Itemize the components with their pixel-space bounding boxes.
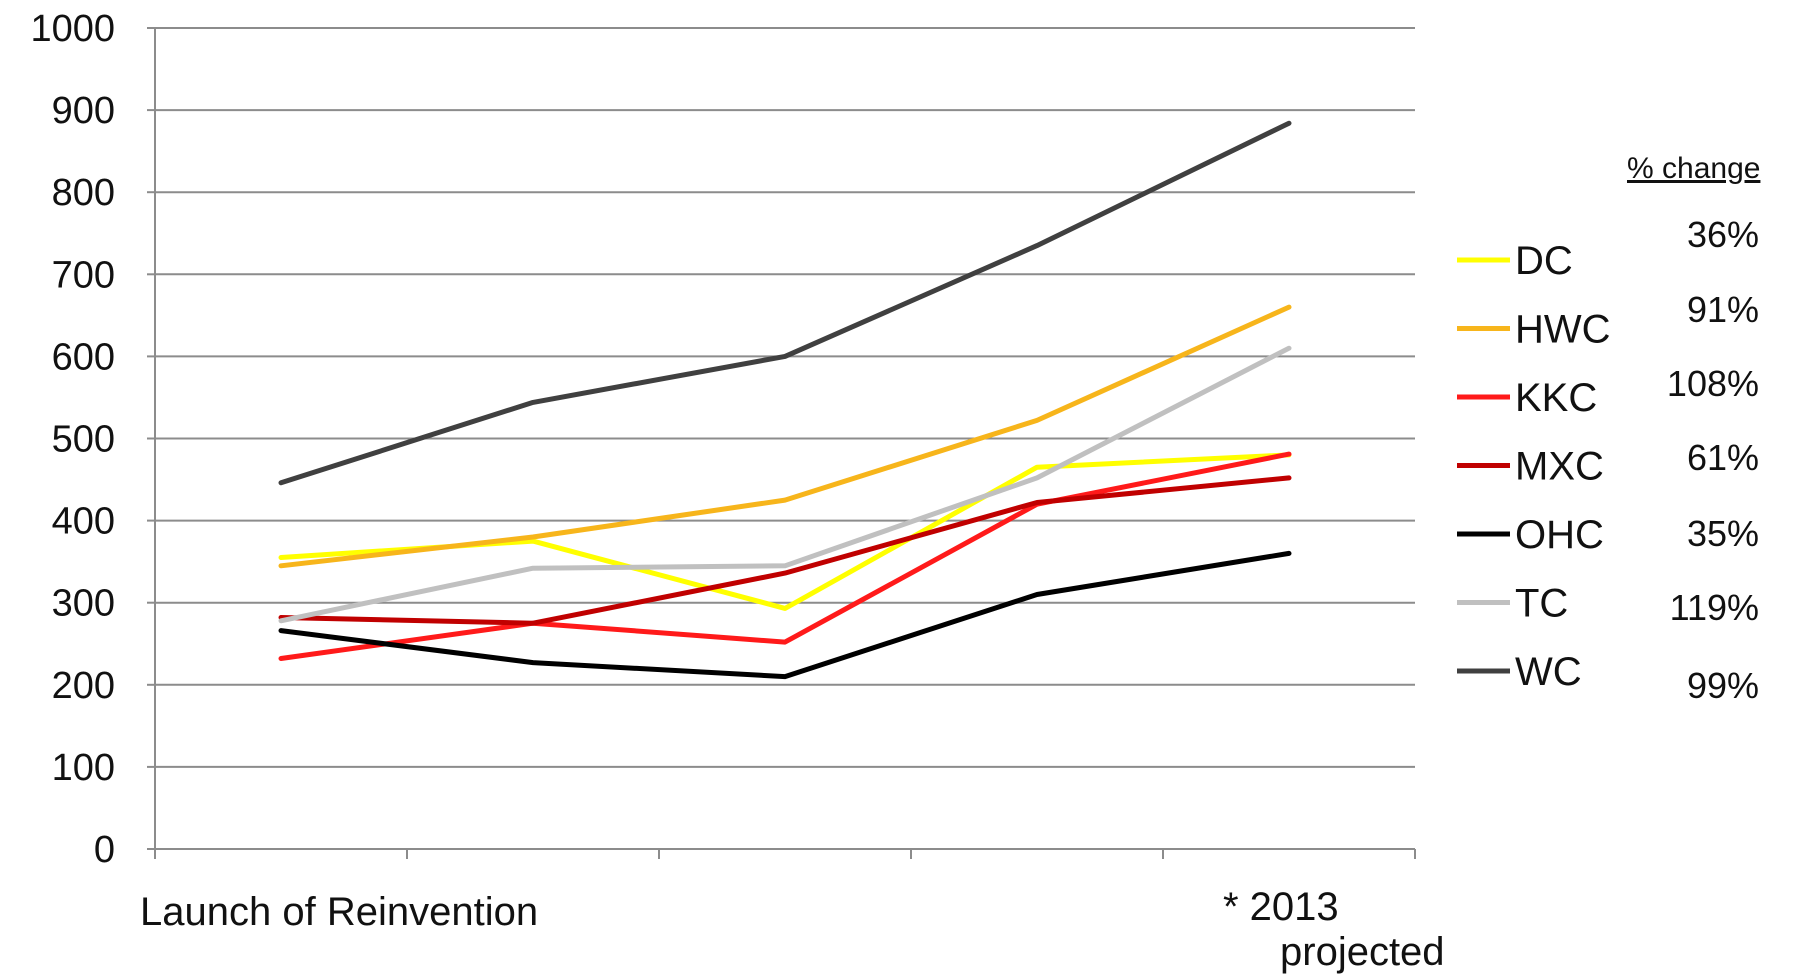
legend-label-hwc: HWC: [1515, 308, 1611, 352]
percent-change-kkc: 108%: [1667, 363, 1759, 404]
y-tick-label: 500: [52, 419, 115, 461]
legend-label-mxc: MXC: [1515, 445, 1604, 489]
axes: [147, 27, 1416, 859]
series-line-kkc: [278, 451, 1292, 661]
y-tick-label: 600: [52, 336, 115, 378]
y-tick-label: 800: [52, 172, 115, 214]
legend-label-ohc: OHC: [1515, 513, 1604, 557]
y-tick-label: 200: [52, 665, 115, 707]
gridlines: [155, 27, 1415, 768]
y-tick-label: 1000: [30, 8, 115, 50]
x-axis-labels: Launch of Reinvention * 2013 projected: [140, 885, 1445, 974]
percent-change-hwc: 91%: [1687, 289, 1759, 330]
y-tick-label: 400: [52, 501, 115, 543]
x-label-end-line2: projected: [1280, 930, 1445, 974]
y-tick-label: 0: [94, 829, 115, 871]
series-line-wc: [278, 120, 1292, 486]
series-lines: [278, 120, 1292, 680]
series-line-ohc: [278, 550, 1292, 680]
percent-change-column: % change 36% 91% 108% 61% 35% 119% 99%: [1627, 152, 1760, 706]
legend-label-kkc: KKC: [1515, 376, 1597, 420]
legend: DC HWC KKC MXC OHC TC WC: [1457, 239, 1611, 694]
percent-change-dc: 36%: [1687, 214, 1759, 255]
series-line-dc: [278, 452, 1292, 611]
percent-change-wc: 99%: [1687, 665, 1759, 706]
percent-change-header: % change: [1627, 152, 1760, 185]
legend-label-wc: WC: [1515, 650, 1582, 694]
series-line-hwc: [278, 304, 1292, 569]
y-tick-label: 100: [52, 747, 115, 789]
series-line-mxc: [278, 475, 1292, 626]
legend-label-tc: TC: [1515, 582, 1568, 626]
y-tick-label: 300: [52, 583, 115, 625]
y-tick-labels: 0 100 200 300 400 500 600 700 800 900 1000: [30, 8, 115, 871]
x-label-end-line1: * 2013: [1223, 885, 1339, 929]
percent-change-mxc: 61%: [1687, 437, 1759, 478]
percent-change-tc: 119%: [1670, 587, 1759, 628]
percent-change-ohc: 35%: [1687, 513, 1759, 554]
x-label-start: Launch of Reinvention: [140, 890, 538, 934]
series-line-tc: [278, 345, 1292, 624]
y-tick-label: 700: [52, 254, 115, 296]
y-tick-label: 900: [52, 90, 115, 132]
legend-label-dc: DC: [1515, 239, 1573, 283]
